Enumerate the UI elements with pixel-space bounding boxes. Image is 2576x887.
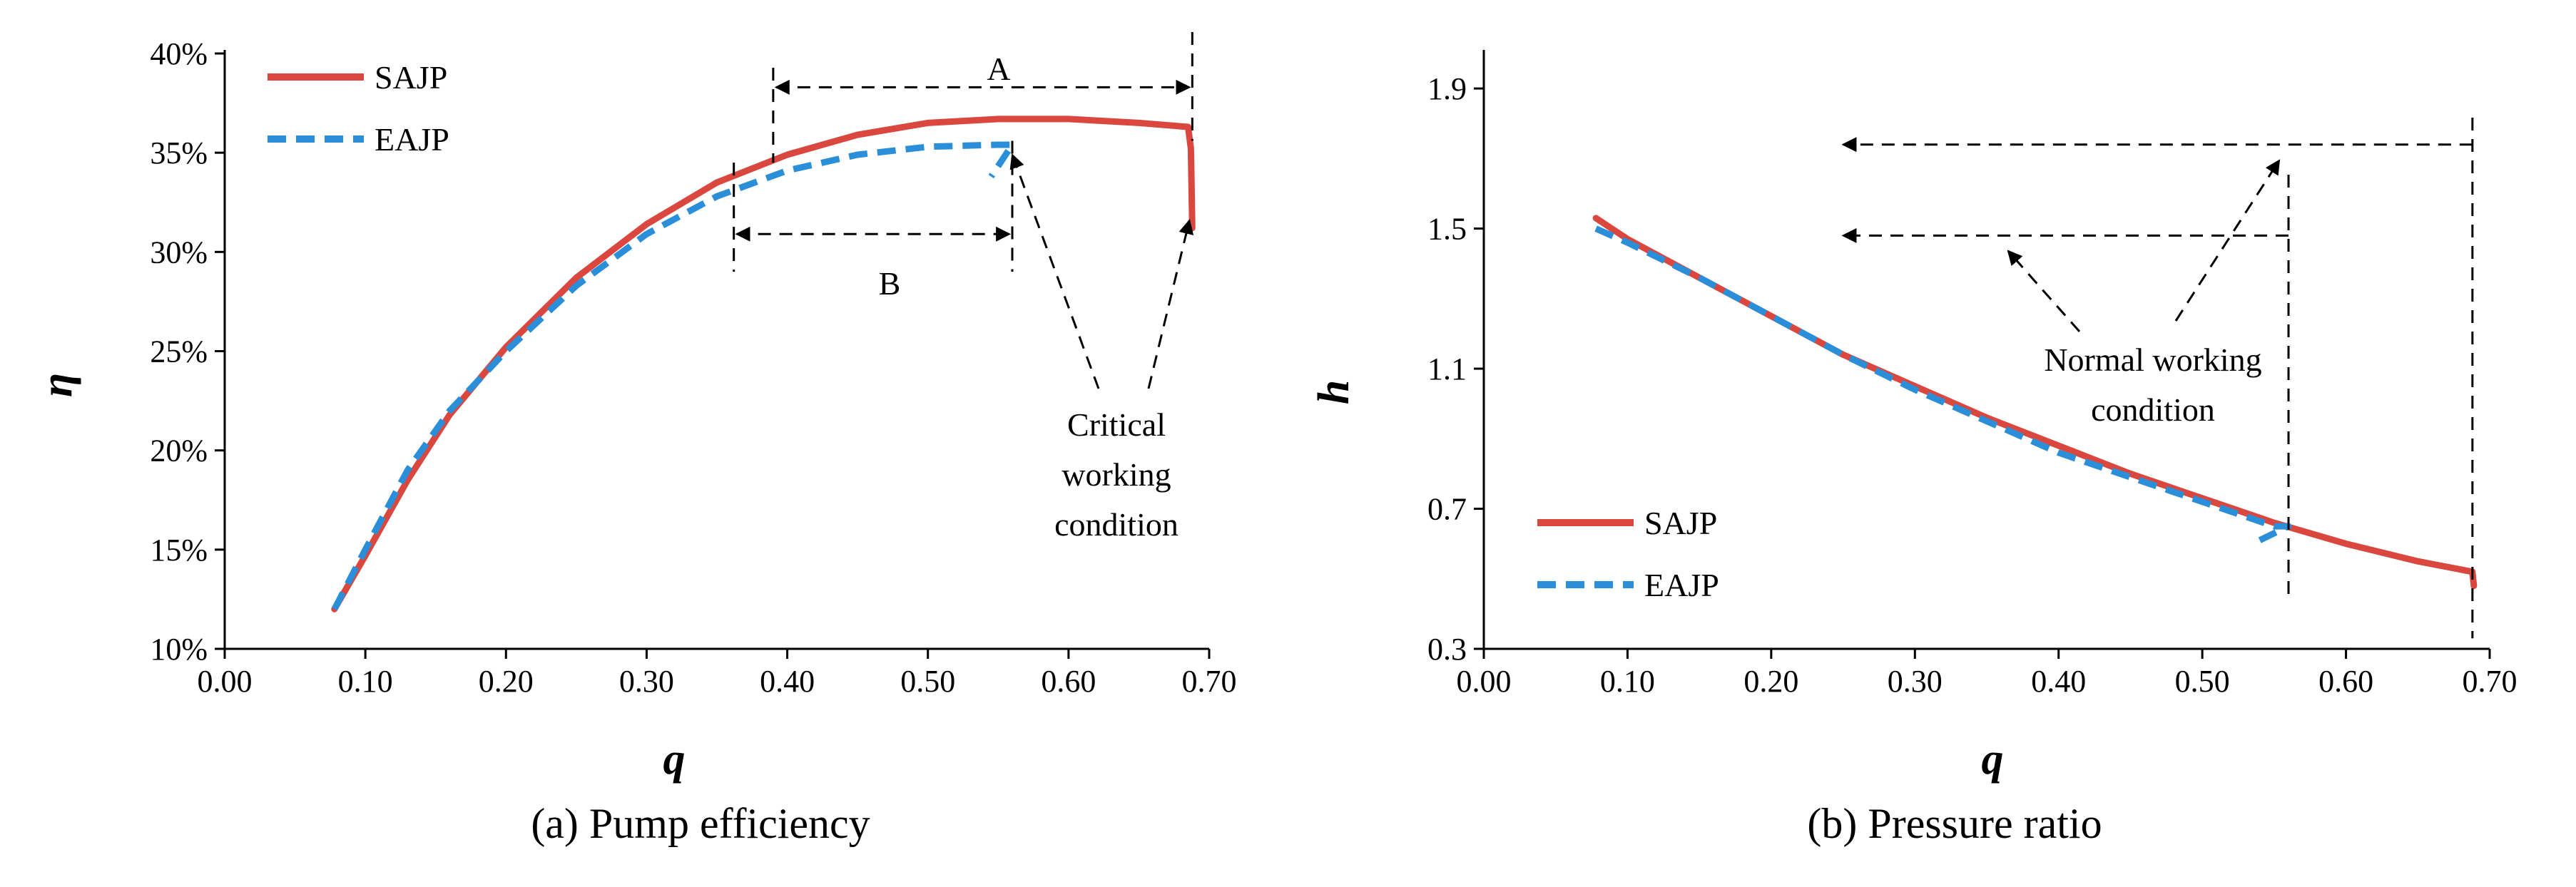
x-tick-label-a: 0.60	[1041, 664, 1096, 699]
critical-text-line-1: Critical	[1067, 406, 1166, 443]
x-tick-label-a: 0.40	[760, 664, 815, 699]
caption-b: (b) Pressure ratio	[1807, 800, 2102, 847]
legend-b-eajp-label: EAJP	[1644, 567, 1719, 603]
normal-text-line-1: Normal working	[2044, 342, 2261, 378]
y-tick-label-b: 0.3	[1427, 632, 1467, 667]
x-tick-label-a: 0.00	[198, 664, 253, 699]
y-tick-label-a: 10%	[150, 632, 208, 667]
x-tick-label-b: 0.00	[1457, 664, 1512, 699]
critical-pointer-eajp	[1009, 153, 1100, 389]
x-tick-label-b: 0.40	[2031, 664, 2086, 699]
normal-pointer-right	[2174, 159, 2281, 322]
x-tick-label-b: 0.60	[2318, 664, 2373, 699]
critical-text-line-2: working	[1062, 456, 1171, 493]
annotation-a-label: A	[987, 51, 1010, 87]
legend-b-sajp-label: SAJP	[1644, 505, 1717, 541]
y-tick-label-a: 30%	[150, 235, 208, 270]
legend-a: SAJP EAJP	[268, 59, 449, 158]
x-tick-label-b: 0.30	[1888, 664, 1943, 699]
normal-text-line-2: condition	[2091, 391, 2215, 428]
x-tick-label-a: 0.70	[1182, 664, 1237, 699]
caption-a: (a) Pump efficiency	[531, 800, 870, 847]
y-tick-label-a: 40%	[150, 36, 208, 71]
x-tick-label-b: 0.10	[1600, 664, 1655, 699]
y-tick-label-a: 20%	[150, 434, 208, 468]
x-tick-label-a: 0.50	[900, 664, 955, 699]
series-line-a-sajp	[331, 116, 1196, 612]
chart-pump-efficiency: 0.00 0.10 0.20 0.30 0.40 0.50 0.60 0.70 10% 15% 20…	[150, 32, 1237, 699]
legend-b: SAJP EAJP	[1537, 505, 1719, 603]
legend-a-eajp-label: EAJP	[375, 121, 449, 158]
x-tick-label-b: 0.70	[2463, 664, 2518, 699]
y-tick-label-a: 35%	[150, 135, 208, 170]
y-tick-label-b: 1.5	[1427, 212, 1467, 247]
y-axis-label-a: η	[33, 373, 81, 397]
y-tick-label-b: 1.9	[1427, 71, 1467, 106]
y-tick-label-a: 25%	[150, 334, 208, 369]
chart-pressure-ratio: 0.00 0.10 0.20 0.30 0.40 0.50 0.60 0.70 0.3 0.7 1.…	[1427, 50, 2518, 699]
legend-a-sajp-label: SAJP	[375, 59, 447, 96]
critical-pointer-sajp	[1147, 219, 1194, 389]
annotation-b-label: B	[879, 265, 901, 302]
x-axis-label-b: q	[1982, 735, 2004, 784]
y-tick-label-b: 0.7	[1427, 492, 1467, 527]
y-axis-label-b: h	[1310, 380, 1358, 404]
x-tick-label-b: 0.20	[1743, 664, 1798, 699]
y-tick-label-b: 1.1	[1427, 352, 1467, 386]
y-tick-label-a: 15%	[150, 533, 208, 568]
x-tick-label-a: 0.20	[479, 664, 534, 699]
x-tick-label-a: 0.30	[619, 664, 674, 699]
x-axis-label-a: q	[663, 735, 686, 784]
x-tick-label-a: 0.10	[338, 664, 393, 699]
series-line-b-sajp	[1592, 215, 2478, 590]
normal-pointer-left	[2007, 250, 2081, 332]
x-tick-label-b: 0.50	[2175, 664, 2230, 699]
critical-text-line-3: condition	[1054, 506, 1178, 543]
series-line-a-eajp	[331, 141, 1016, 611]
series-line-b-eajp	[1594, 225, 2292, 543]
